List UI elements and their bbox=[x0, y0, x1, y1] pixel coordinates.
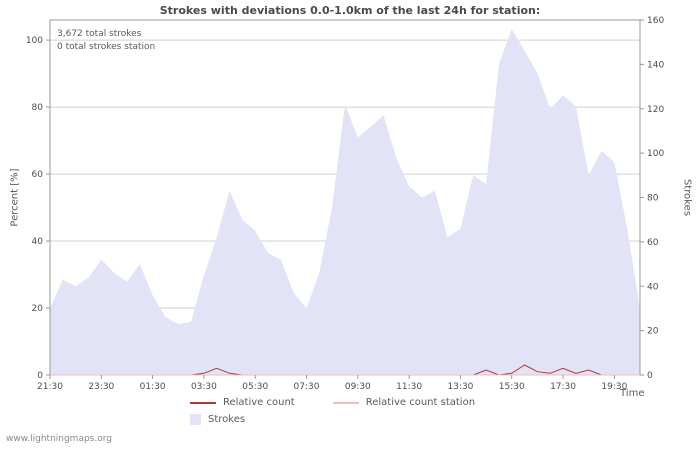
strokes-swatch-icon bbox=[190, 414, 201, 425]
left-axis-ticks: 0 20 40 60 80 100 bbox=[26, 36, 50, 381]
x-axis-ticks: 21:30 23:30 01:30 03:30 05:30 07:30 09:30 11:30… bbox=[37, 375, 628, 392]
right-axis-ticks: 0 20 40 60 80 100 120 140 160 bbox=[640, 16, 664, 381]
right-tick-label: 60 bbox=[647, 238, 659, 248]
left-tick-label: 0 bbox=[37, 371, 43, 381]
left-tick-label: 40 bbox=[32, 237, 44, 247]
right-axis-title: Strokes bbox=[681, 178, 693, 217]
watermark: www.lightningmaps.org bbox=[6, 434, 112, 444]
right-tick-label: 40 bbox=[647, 282, 659, 292]
x-tick-label: 23:30 bbox=[88, 382, 114, 392]
right-tick-label: 20 bbox=[647, 327, 659, 337]
legend-item-relative-count: Relative count bbox=[190, 397, 295, 408]
left-tick-label: 60 bbox=[32, 170, 44, 180]
x-tick-label: 17:30 bbox=[550, 382, 576, 392]
legend-label-strokes: Strokes bbox=[208, 414, 246, 425]
relative-count-swatch-icon bbox=[190, 401, 216, 404]
x-tick-label: 07:30 bbox=[294, 382, 320, 392]
right-tick-label: 80 bbox=[647, 194, 659, 204]
legend-label-relative-count-station: Relative count station bbox=[365, 397, 476, 408]
total-strokes-annotation: 3,672 total strokes bbox=[57, 29, 142, 39]
x-tick-label: 11:30 bbox=[396, 382, 422, 392]
x-tick-label: 01:30 bbox=[140, 382, 166, 392]
relative-count-station-swatch-icon bbox=[332, 401, 359, 404]
x-tick-label: 05:30 bbox=[242, 382, 268, 392]
right-tick-label: 160 bbox=[647, 16, 664, 26]
legend-label-relative-count: Relative count bbox=[223, 397, 295, 408]
legend: Relative count Relative count station St… bbox=[190, 397, 510, 425]
area-series-strokes bbox=[50, 28, 640, 376]
x-tick-label: 03:30 bbox=[191, 382, 217, 392]
left-tick-label: 100 bbox=[26, 36, 43, 46]
x-tick-label: 09:30 bbox=[345, 382, 371, 392]
x-axis-title: Time bbox=[620, 388, 645, 399]
legend-row-2: Strokes bbox=[190, 414, 510, 425]
right-tick-label: 0 bbox=[647, 371, 653, 381]
legend-item-strokes: Strokes bbox=[190, 414, 245, 425]
x-tick-label: 19:30 bbox=[601, 382, 627, 392]
right-tick-label: 120 bbox=[647, 105, 664, 115]
total-strokes-station-annotation: 0 total strokes station bbox=[57, 42, 156, 52]
legend-item-relative-count-station: Relative count station bbox=[332, 397, 476, 408]
legend-row-1: Relative count Relative count station bbox=[190, 397, 510, 408]
chart-title: Strokes with deviations 0.0-1.0km of the… bbox=[159, 4, 541, 17]
x-tick-label: 13:30 bbox=[447, 382, 473, 392]
left-tick-label: 80 bbox=[32, 103, 44, 113]
right-tick-label: 100 bbox=[647, 149, 664, 159]
left-tick-label: 20 bbox=[32, 304, 44, 314]
left-axis-title: Percent [%] bbox=[9, 168, 21, 227]
right-tick-label: 140 bbox=[647, 60, 664, 70]
x-tick-label: 15:30 bbox=[499, 382, 525, 392]
x-tick-label: 21:30 bbox=[37, 382, 63, 392]
